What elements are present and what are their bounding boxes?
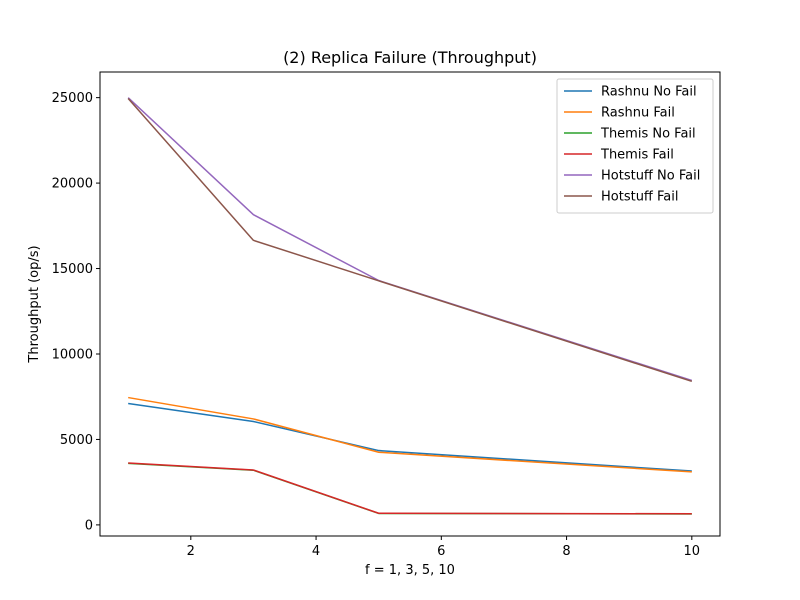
x-tick-label-1: 4 xyxy=(312,544,320,559)
y-axis-label: Throughput (op/s) xyxy=(27,245,42,363)
series-line-2 xyxy=(128,462,692,515)
x-axis-label: f = 1, 3, 5, 10 xyxy=(365,563,455,578)
series-line-1 xyxy=(128,396,692,473)
legend-box xyxy=(556,78,714,214)
legend-label-1: Rashnu Fail xyxy=(601,106,675,121)
legend-label-4: Hotstuff No Fail xyxy=(601,169,700,184)
legend-label-3: Themis Fail xyxy=(600,148,674,163)
chart-title: (2) Replica Failure (Throughput) xyxy=(283,48,537,67)
series-line-0 xyxy=(128,402,692,472)
y-tick-label-3: 15000 xyxy=(52,262,93,277)
y-tick-label-5: 25000 xyxy=(52,91,93,106)
y-tick-label-0: 0 xyxy=(85,518,93,533)
plot-frame xyxy=(99,71,721,537)
x-tick-label-3: 8 xyxy=(562,544,570,559)
legend-label-5: Hotstuff Fail xyxy=(601,190,679,205)
x-axis: 2 4 6 8 10 xyxy=(187,536,700,559)
y-tick-label-2: 10000 xyxy=(52,347,93,362)
y-axis: 0 5000 10000 15000 20000 25000 xyxy=(52,91,100,533)
legend-label-2: Themis No Fail xyxy=(600,127,696,142)
x-tick-label-2: 6 xyxy=(437,544,445,559)
y-tick-label-4: 20000 xyxy=(52,177,93,192)
legend: Rashnu No Fail Rashnu Fail Themis No Fail T… xyxy=(556,78,714,214)
plot-area xyxy=(127,97,693,515)
series-line-5 xyxy=(127,97,693,383)
x-tick-label-0: 2 xyxy=(187,544,195,559)
x-tick-label-4: 10 xyxy=(684,544,701,559)
y-tick-label-1: 5000 xyxy=(60,433,93,448)
legend-label-0: Rashnu No Fail xyxy=(601,85,697,100)
series-line-3 xyxy=(128,462,692,515)
